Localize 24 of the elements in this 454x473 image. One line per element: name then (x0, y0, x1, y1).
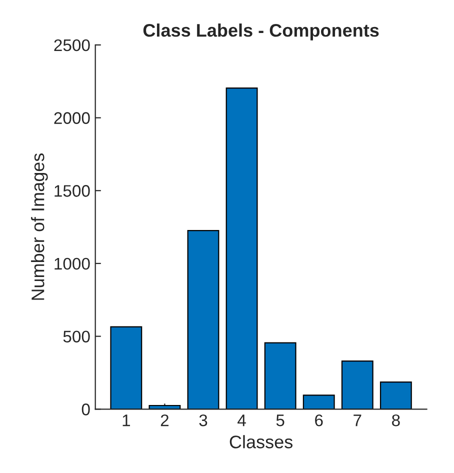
chart-title: Class Labels - Components (143, 24, 379, 40)
y-tick-label: 0 (82, 404, 90, 416)
x-tick-label: 2 (160, 414, 169, 426)
y-tick-label: 1000 (54, 258, 90, 270)
x-tick-label: 8 (392, 414, 400, 426)
y-tick-label: 2500 (54, 39, 90, 52)
y-tick-label: 1500 (54, 185, 90, 197)
bar (264, 342, 296, 410)
bar (226, 88, 258, 410)
x-axis-title: Classes (230, 435, 293, 448)
bar (187, 230, 220, 410)
x-tick-label: 5 (276, 414, 284, 426)
bar (110, 326, 142, 410)
bar (380, 381, 412, 410)
x-tick-label: 7 (354, 414, 362, 426)
bar (341, 360, 374, 410)
x-tick-label: 1 (122, 414, 130, 426)
bar (302, 394, 335, 410)
x-tick-label: 3 (199, 414, 208, 426)
y-tick-label: 2000 (54, 112, 90, 124)
x-tick-label: 4 (238, 414, 246, 426)
y-tick-label: 500 (63, 330, 90, 343)
x-tick-label: 6 (315, 414, 323, 426)
y-axis-title: Number of Images (31, 153, 48, 300)
